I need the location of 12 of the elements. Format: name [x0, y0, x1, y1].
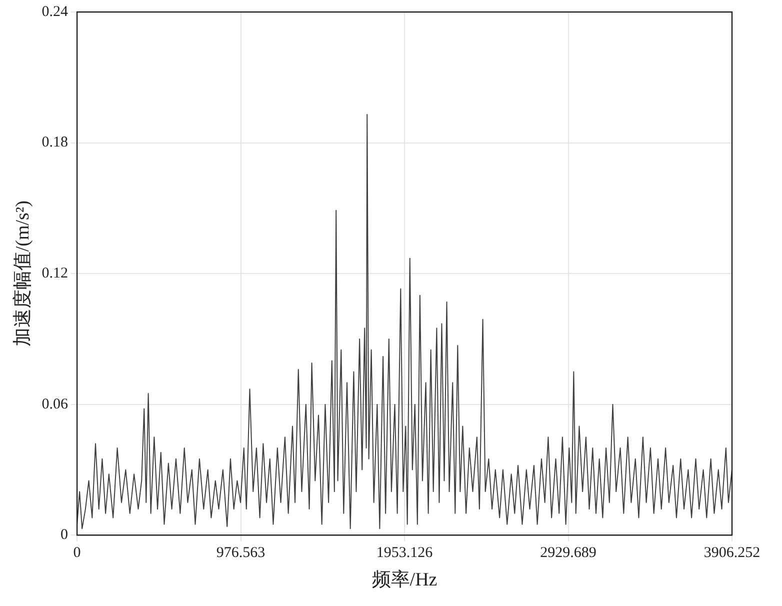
x-tick-label: 3906.252	[704, 545, 760, 562]
x-tick-label: 976.563	[216, 545, 266, 562]
y-tick-label: 0.12	[42, 266, 68, 282]
y-tick-label: 0.18	[42, 134, 68, 151]
x-tick-label: 1953.126	[376, 545, 434, 562]
x-tick-label: 2929.689	[540, 545, 596, 562]
y-tick-label: 0.24	[42, 4, 69, 20]
y-axis-title: 加速度幅值/(m/s²)	[11, 200, 34, 347]
y-tick-label: 0.06	[42, 396, 69, 412]
x-tick-label: 0	[73, 545, 81, 562]
y-tick-label: 0	[60, 527, 68, 544]
x-axis-title: 频率/Hz	[372, 568, 438, 591]
